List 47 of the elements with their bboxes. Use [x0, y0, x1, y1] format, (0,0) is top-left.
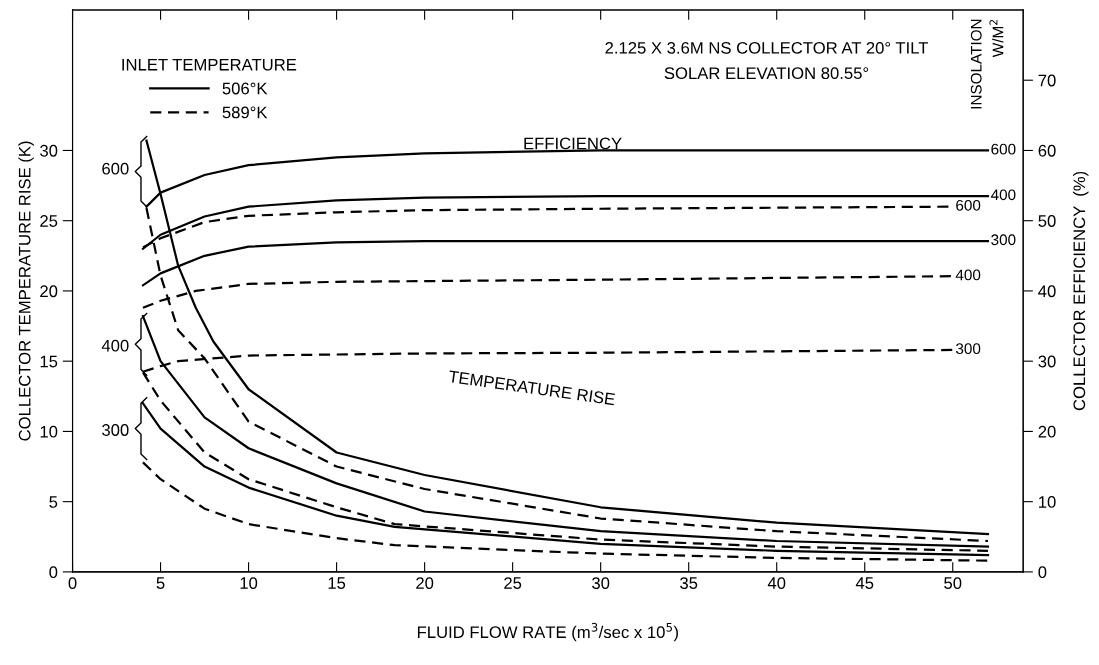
series-label: 300 [955, 343, 981, 355]
x-tick-label: 50 [944, 577, 962, 589]
x-axis-title: FLUID FLOW RATE (m$^{3}$/sec x 10$^{5}$) [417, 622, 678, 642]
x-tick-label: 35 [680, 577, 698, 589]
x-tick-label: 25 [504, 577, 522, 589]
y2-tick-label: 40 [1038, 285, 1056, 298]
series-label: 300 [991, 234, 1016, 246]
annotation: 2.125 X 3.6M NS COLLECTOR AT 20° TILT [605, 41, 929, 54]
y2-tick-label: 60 [1038, 144, 1056, 157]
y-tick-label: 20 [40, 285, 58, 298]
annotation: SOLAR ELEVATION 80.55° [664, 67, 869, 80]
y-tick-label: 30 [40, 144, 58, 157]
y2-tick-label: 20 [1038, 425, 1056, 438]
y-tick-label: 10 [40, 425, 58, 438]
x-tick-label: 15 [328, 577, 346, 589]
annotation: 600 [102, 162, 129, 175]
x-tick-label: 45 [855, 577, 874, 589]
y-tick-label: 25 [40, 215, 58, 227]
x-tick-label: 20 [416, 577, 434, 589]
y2-axis-title: COLLECTOR EFFICIENCY (%) [1072, 171, 1089, 411]
series-label: 600 [956, 199, 981, 211]
annotation: 300 [102, 424, 129, 436]
x-tick-label: 0 [68, 577, 77, 589]
x-tick-label: 40 [767, 577, 786, 589]
annotation: INSOLATION [970, 19, 982, 109]
y-tick-label: 15 [40, 355, 58, 368]
line-series [141, 461, 990, 562]
y2-tick-label: 50 [1038, 215, 1056, 227]
legend-label: 506°K [222, 82, 268, 95]
series-label: 400 [990, 189, 1016, 201]
y2-tick-label: 70 [1038, 74, 1056, 87]
series-label: 600 [991, 143, 1016, 155]
y2-tick-label: 30 [1038, 355, 1056, 368]
y-tick-label: 5 [49, 496, 58, 508]
legend-title: INLET TEMPERATURE [122, 58, 297, 71]
y-axis-title: COLLECTOR TEMPERATURE RISE (K) [18, 141, 34, 441]
annotation: 400 [101, 339, 129, 352]
y-tick-label: 0 [49, 566, 58, 579]
y2-tick-label: 10 [1039, 496, 1056, 508]
y2-tick-label: 0 [1038, 566, 1047, 579]
legend-label: 589°K [222, 106, 268, 119]
x-tick-label: 30 [592, 577, 610, 589]
annotation: EFFICIENCY [524, 137, 622, 150]
annotation: W/M$^{2}$ [989, 19, 1004, 58]
x-tick-label: 10 [240, 577, 258, 589]
x-tick-label: 5 [156, 577, 165, 589]
series-label: 400 [955, 269, 981, 281]
